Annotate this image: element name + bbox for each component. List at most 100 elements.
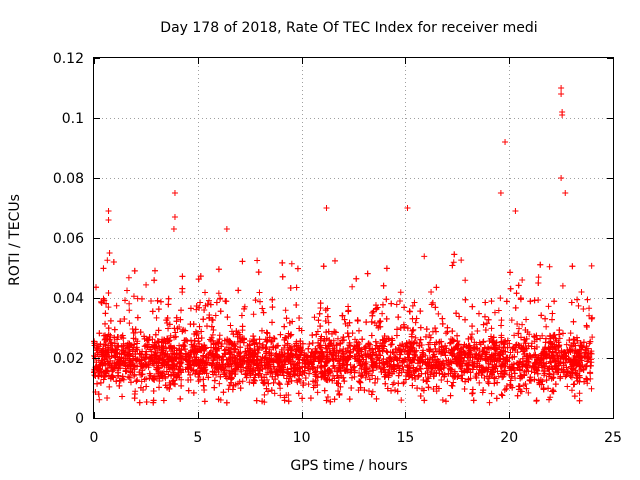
data-point xyxy=(495,352,502,359)
data-point xyxy=(226,372,233,379)
data-point xyxy=(542,335,549,342)
data-point xyxy=(122,297,129,304)
data-point xyxy=(130,335,137,342)
data-point xyxy=(406,308,413,315)
data-point xyxy=(562,352,569,359)
data-point xyxy=(266,350,273,357)
data-point xyxy=(201,364,208,371)
data-point xyxy=(115,365,122,372)
data-point xyxy=(524,364,531,371)
data-point xyxy=(111,340,118,347)
data-point xyxy=(372,302,379,309)
data-point xyxy=(130,372,137,379)
data-point xyxy=(335,387,342,394)
data-point xyxy=(171,362,178,369)
data-point xyxy=(449,262,456,269)
data-point xyxy=(517,388,524,395)
data-point xyxy=(275,372,282,379)
data-point xyxy=(323,335,330,342)
data-point xyxy=(113,378,120,385)
data-point xyxy=(285,378,292,385)
data-point xyxy=(429,364,436,371)
data-point xyxy=(223,399,230,406)
data-point xyxy=(258,327,265,334)
data-point xyxy=(124,287,131,294)
data-point xyxy=(381,361,388,368)
data-point xyxy=(531,297,538,304)
data-point xyxy=(254,349,261,356)
data-point xyxy=(543,377,550,384)
data-point xyxy=(268,339,275,346)
data-point xyxy=(444,378,451,385)
data-point xyxy=(362,345,369,352)
data-point xyxy=(256,289,263,296)
data-point xyxy=(115,342,122,349)
data-point xyxy=(522,327,529,334)
data-point xyxy=(507,349,514,356)
data-point xyxy=(159,338,166,345)
data-point xyxy=(330,372,337,379)
data-point xyxy=(465,362,472,369)
data-point xyxy=(331,365,338,372)
data-point xyxy=(239,258,246,265)
data-point xyxy=(226,382,233,389)
data-point xyxy=(251,377,258,384)
data-point xyxy=(277,392,284,399)
data-point xyxy=(394,388,401,395)
data-point xyxy=(329,355,336,362)
data-point xyxy=(148,298,155,305)
data-point xyxy=(95,391,102,398)
data-point xyxy=(389,381,396,388)
data-point xyxy=(228,379,235,386)
data-point xyxy=(442,398,449,405)
data-point xyxy=(265,380,272,387)
data-point xyxy=(384,368,391,375)
data-point xyxy=(314,389,321,396)
data-point xyxy=(108,364,115,371)
data-point xyxy=(368,332,375,339)
data-point xyxy=(520,382,527,389)
data-point xyxy=(317,300,324,307)
data-point xyxy=(515,325,522,332)
data-point xyxy=(193,331,200,338)
data-point xyxy=(329,345,336,352)
data-point xyxy=(166,321,173,328)
data-point xyxy=(512,342,519,349)
data-point xyxy=(238,312,245,319)
data-point xyxy=(321,387,328,394)
data-point xyxy=(543,360,550,367)
data-point xyxy=(267,356,274,363)
data-point xyxy=(229,341,236,348)
data-point xyxy=(250,377,257,384)
data-point xyxy=(190,389,197,396)
data-point xyxy=(430,386,437,393)
data-point xyxy=(104,257,111,264)
data-point xyxy=(180,341,187,348)
data-point xyxy=(407,357,414,364)
data-point xyxy=(264,337,271,344)
data-point xyxy=(355,348,362,355)
data-point xyxy=(252,297,259,304)
data-point xyxy=(409,302,416,309)
data-point xyxy=(149,308,156,315)
data-point xyxy=(538,312,545,319)
data-point xyxy=(138,357,145,364)
data-point xyxy=(542,315,549,322)
data-point xyxy=(277,365,284,372)
data-point xyxy=(110,258,117,265)
data-point xyxy=(150,397,157,404)
data-point xyxy=(137,329,144,336)
data-point xyxy=(539,332,546,339)
data-point xyxy=(160,397,167,404)
data-point xyxy=(331,328,338,335)
data-point xyxy=(124,355,131,362)
data-point xyxy=(349,283,356,290)
data-point xyxy=(318,333,325,340)
data-point xyxy=(264,363,271,370)
data-point xyxy=(488,325,495,332)
data-point xyxy=(284,366,291,373)
data-point xyxy=(402,343,409,350)
data-point xyxy=(98,298,105,305)
data-point xyxy=(398,397,405,404)
data-point xyxy=(487,335,494,342)
